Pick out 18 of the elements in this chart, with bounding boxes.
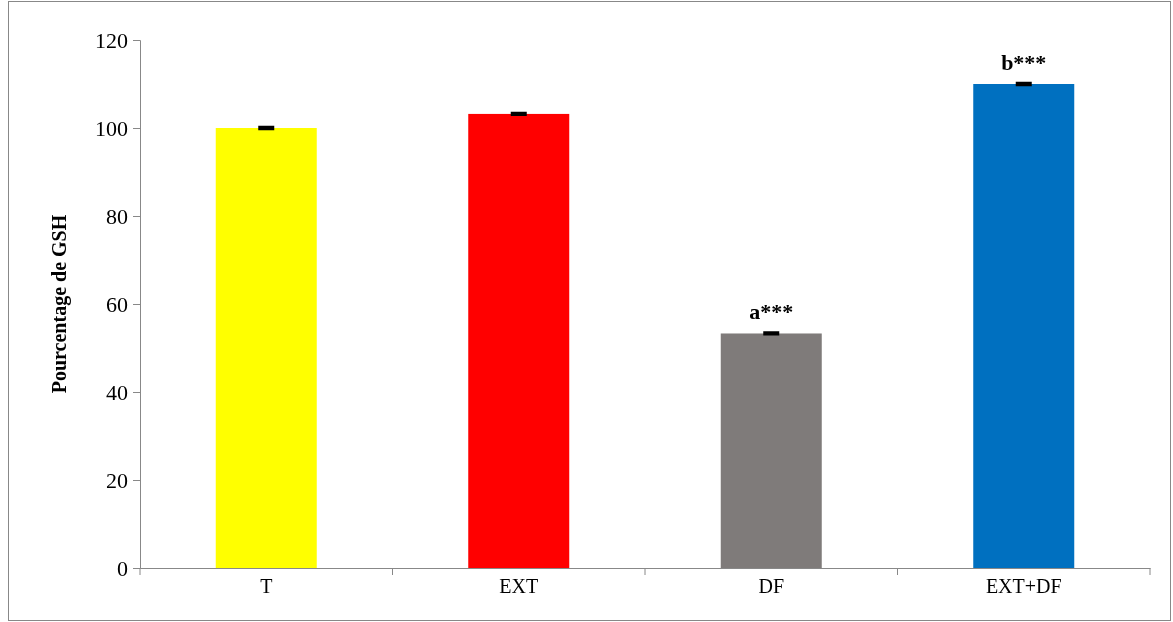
y-tick-label: 0 — [117, 555, 128, 581]
y-tick-label: 40 — [106, 379, 128, 405]
annotation: b*** — [1001, 50, 1047, 75]
bar — [468, 113, 570, 568]
bar — [973, 84, 1075, 568]
bar — [215, 128, 317, 568]
x-tick-label: T — [260, 575, 273, 597]
bar — [720, 333, 822, 568]
y-axis-title: Pourcentage de GSH — [48, 214, 71, 394]
y-tick-label: 100 — [95, 115, 128, 141]
y-tick-label: 80 — [106, 203, 128, 229]
annotation: a*** — [749, 299, 794, 325]
x-tick-label: EXT+DF — [985, 575, 1062, 597]
y-tick-label: 60 — [106, 291, 128, 317]
y-tick-label: 20 — [106, 467, 128, 493]
x-tick-label: DF — [758, 575, 785, 597]
y-tick-label: 120 — [95, 27, 128, 53]
x-tick-label: EXT — [499, 575, 539, 597]
